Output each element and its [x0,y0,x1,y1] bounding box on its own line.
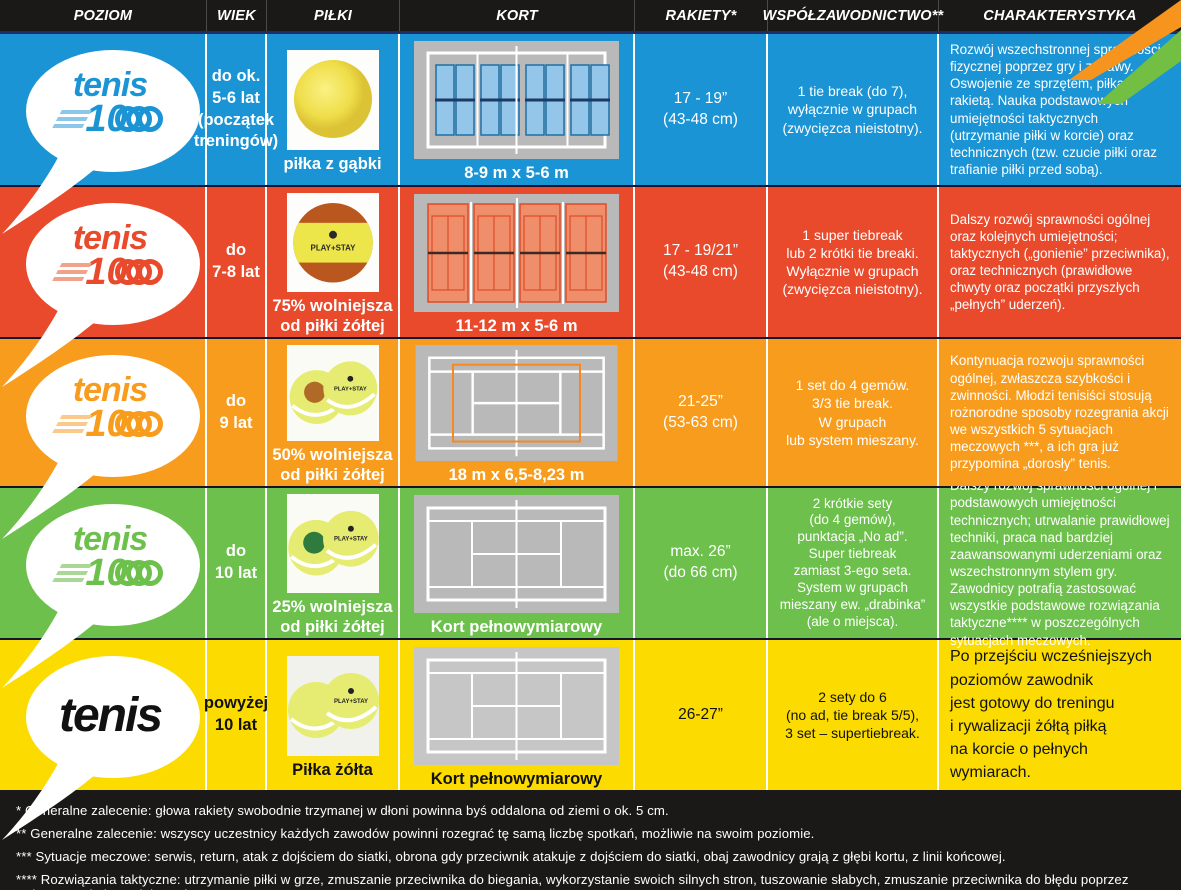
age-cell: do 10 lat [207,488,267,638]
age-cell: do 7-8 lat [207,187,267,337]
level-cell: tenis 10 [0,488,207,688]
mini-courts-diagram [414,41,619,160]
court-cell: Kort pełnowymiarowy [400,488,635,638]
racket-cell: 17 - 19/21” (43-48 cm) [635,187,768,337]
foam-ball-photo [286,50,379,151]
full-court-diagram [414,646,619,765]
level-row-orange: tenis 10 do 9 lat PLAY+STAY 50% wolnie [0,337,1181,539]
court-label: Kort pełnowymiarowy [430,617,603,636]
ball-label: piłka z gąbki [283,155,382,174]
court-cell: 8-9 m x 5-6 m [400,34,635,185]
level-cell: tenis [0,640,207,840]
logo-rings-icon [114,411,163,437]
tenis-logo: tenis [58,689,163,742]
red-ball-photo: PLAY+STAY [286,193,379,293]
level-row-green: tenis 10 do 10 lat PLAY+STAY 25% wolni [0,478,1181,688]
footnotes: * Generalne zalecenie: głowa rakiety swo… [0,790,1181,890]
svg-text:PLAY+STAY: PLAY+STAY [334,537,368,543]
court-label: Kort pełnowymiarowy [430,769,603,788]
full-court-diagram [414,494,619,613]
level-row-blue: tenis 10 do ok. 5-6 lat (początek trenin… [0,34,1181,234]
level-cell: tenis 10 [0,187,207,387]
court-cell: 11-12 m x 5-6 m [400,187,635,337]
age-cell: powyżej 10 lat [204,640,268,790]
ball-cell: PLAY+STAY Piłka żółta [267,640,400,790]
footnote-2: ** Generalne zalecenie: wszyscy uczestni… [16,826,815,841]
court-label: 18 m x 6,5-8,23 m [448,466,585,485]
competition-cell: 1 tie break (do 7), wyłącznie w grupach … [768,34,939,185]
ball-cell: piłka z gąbki [267,34,400,185]
age-cell: do 9 lat [207,339,267,486]
svg-text:PLAY+STAY: PLAY+STAY [334,386,367,392]
svg-text:PLAY+STAY: PLAY+STAY [334,699,368,705]
description-cell: Dalszy rozwój sprawności ogólnej i podst… [950,478,1170,648]
competition-cell: 2 krótkie sety (do 4 gemów), punktacja „… [768,488,939,638]
ball-label: Piłka żółta [292,760,373,779]
competition-cell: 1 super tiebreak lub 2 krótki tie breaki… [768,187,939,337]
column-header-wspolzawodnictwo: WSPÓŁZAWODNICTWO** [763,0,943,31]
competition-cell: 2 sety do 6 (no ad, tie break 5/5), 3 se… [768,640,939,790]
column-header-wiek: WIEK [207,0,267,31]
column-header-rakiety: RAKIETY* [635,0,768,31]
yellow-balls-photo: PLAY+STAY [286,655,379,756]
description-cell: Rozwój wszechstronnej sprawności fizyczn… [950,41,1161,177]
column-header-charakterystyka: CHARAKTERYSTYKA [983,7,1137,24]
table-header: POZIOM WIEK PIŁKI KORT RAKIETY* WSPÓŁZAW… [0,0,1181,34]
column-header-pilki: PIŁKI [267,0,400,31]
level-row-red: tenis 10 do 7-8 lat PLAY+STAY [0,185,1181,387]
description-cell: Po przejściu wcześniejszych poziomów zaw… [950,648,1152,782]
level-row-yellow: tenis powyżej 10 lat PLAY+STAY Piłka żół… [0,638,1181,840]
court-cell: 18 m x 6,5-8,23 m [400,339,635,486]
level-cell: tenis 10 [0,34,207,234]
court-label: 8-9 m x 5-6 m [464,164,569,183]
tenis10-logo: tenis 10 [28,373,192,443]
footnote-1: * Generalne zalecenie: głowa rakiety swo… [16,803,669,818]
tenis10-logo: tenis 10 [28,522,192,592]
column-header-kort: KORT [400,0,635,31]
mini-courts-diagram [414,193,619,312]
footnote-4: **** Rozwiązania taktyczne: utrzymanie p… [16,872,1129,890]
midi-court-diagram [415,345,618,462]
svg-text:PLAY+STAY: PLAY+STAY [310,244,356,253]
ball-cell: PLAY+STAY 25% wolniejsza od piłki żółtej [267,488,400,638]
court-label: 11-12 m x 5-6 m [455,316,578,335]
racket-cell: 26-27” [635,640,768,790]
green-dot-balls-photo: PLAY+STAY [286,494,379,594]
racket-cell: max. 26” (do 66 cm) [635,488,768,638]
description-cell: Dalszy rozwój sprawności ogólnej oraz ko… [950,211,1170,313]
ball-cell: PLAY+STAY 75% wolniejsza od piłki żółtej [267,187,400,337]
level-cell: tenis 10 [0,339,207,539]
tenis10-logo: tenis 10 [28,221,192,291]
logo-rings-icon [114,106,163,132]
competition-cell: 1 set do 4 gemów. 3/3 tie break. W grupa… [768,339,939,486]
tenis10-logo: tenis 10 [28,68,192,138]
racket-cell: 21-25” (53-63 cm) [635,339,768,486]
racket-cell: 17 - 19” (43-48 cm) [635,34,768,185]
ball-label: 25% wolniejsza od piłki żółtej [272,598,393,637]
logo-rings-icon [114,259,163,285]
logo-rings-icon [114,560,163,586]
description-cell: Kontynuacja rozwoju sprawności ogólnej, … [950,353,1169,472]
column-header-poziom: POZIOM [0,0,207,31]
ball-cell: PLAY+STAY 50% wolniejsza od piłki żółtej [267,339,400,486]
court-cell: Kort pełnowymiarowy [400,640,635,790]
ball-label: 75% wolniejsza od piłki żółtej [272,297,393,336]
age-cell: do ok. 5-6 lat (początek treningów) [194,34,278,185]
orange-dot-balls-photo: PLAY+STAY [286,345,379,442]
ball-label: 50% wolniejsza od piłki żółtej [272,446,393,485]
footnote-3: *** Sytuacje meczowe: serwis, return, at… [16,849,1006,864]
